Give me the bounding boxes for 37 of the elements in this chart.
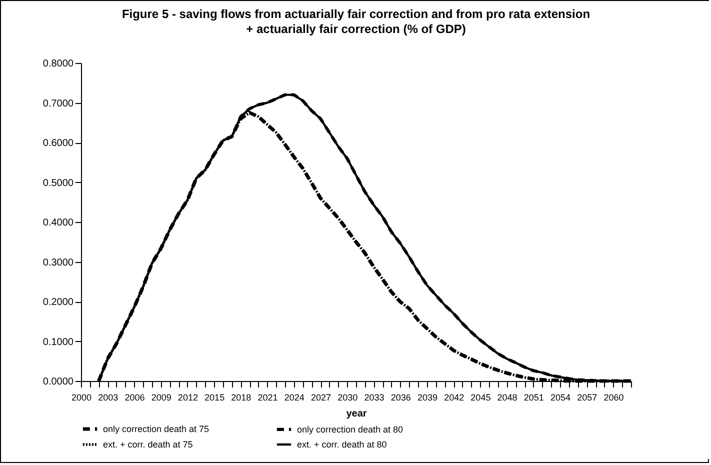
y-tick-label: 0.3000 [42,257,74,268]
x-tick-label: 2042 [444,392,464,402]
x-tick-label: 2051 [524,392,544,402]
x-tick-label: 2057 [577,392,598,402]
x-tick-label: 2018 [231,392,252,402]
x-tick-label: 2003 [98,392,118,402]
x-tick-label: 2009 [151,392,172,402]
y-tick-label: 0.7000 [42,98,74,110]
chart-subtitle: + actuarially fair correction (% of GDP) [246,22,466,36]
legend-label: ext. + corr. death at 75 [103,440,193,450]
y-tick-label: 0.6000 [42,138,74,149]
x-tick-label: 2012 [178,392,198,402]
y-tick-label: 0.4000 [42,218,74,228]
x-tick-label: 2024 [284,392,304,402]
legend-label: ext. + corr. death at 80 [297,440,387,450]
chart-title: Figure 5 - saving flows from actuarially fair correction and from pro rata extension [122,7,590,21]
x-tick-label: 2036 [390,392,411,402]
x-axis-title: year [346,408,367,420]
legend-label: only correction death at 80 [297,424,404,434]
x-tick-label: 2027 [311,392,332,402]
x-tick-label: 2030 [338,392,358,402]
y-tick-label: 0.0000 [42,376,74,388]
x-tick-label: 2033 [364,392,384,402]
x-tick-label: 2015 [204,392,225,402]
y-tick-label: 0.1000 [42,336,74,348]
x-tick-label: 2054 [550,392,571,402]
x-tick-label: 2048 [497,392,518,402]
x-tick-label: 2045 [470,392,491,402]
y-tick-label: 0.5000 [42,178,74,189]
x-tick-label: 2021 [258,392,278,402]
legend-label: only correction death at 75 [103,424,210,434]
y-tick-label: 0.8000 [42,58,74,70]
x-tick-label: 2006 [124,392,145,402]
y-tick-label: 0.2000 [42,297,74,308]
x-tick-label: 2060 [604,392,624,402]
x-tick-label: 2000 [71,392,92,402]
x-tick-label: 2039 [417,392,438,402]
